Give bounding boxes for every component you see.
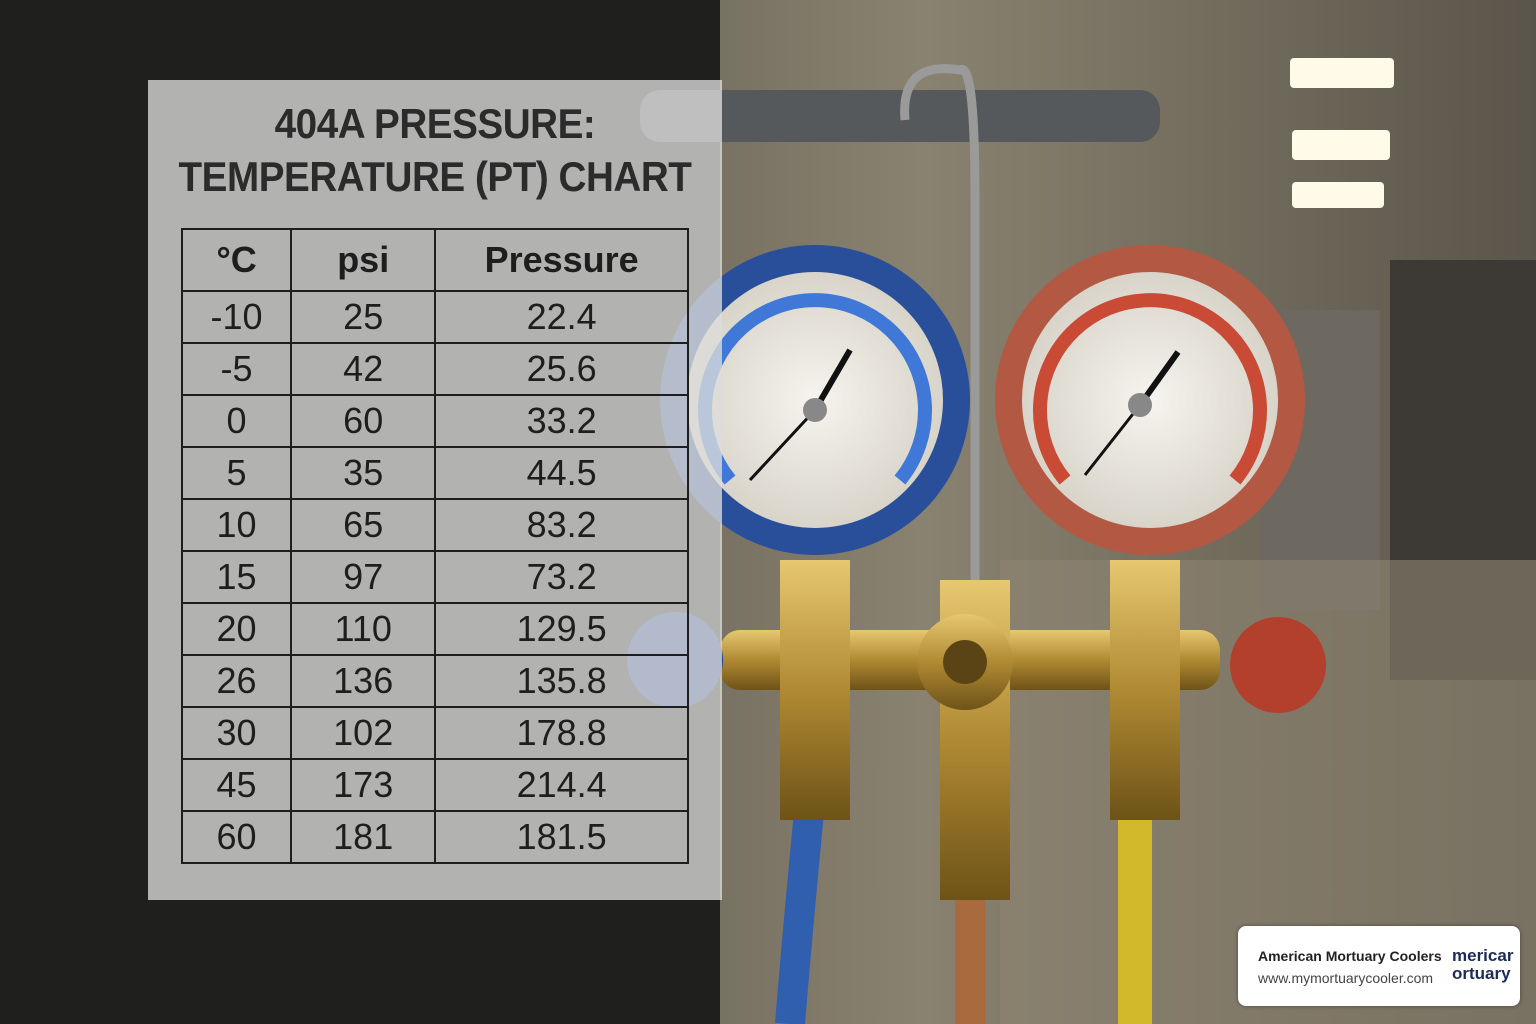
table-row: 30 102 178.8 — [180, 706, 689, 760]
table-row: 60 181 181.5 — [180, 810, 689, 864]
table-cell: 45 — [180, 758, 293, 812]
table-cell: 0 — [180, 394, 293, 448]
table-cell: 97 — [290, 550, 437, 604]
brand-logo: ortuary — [1452, 964, 1511, 983]
table-cell: 20 — [180, 602, 293, 656]
title-line: TEMPERATURE (PT) CHART — [178, 153, 692, 200]
table-cell: 65 — [290, 498, 437, 552]
table-row: 15 97 73.2 — [180, 550, 689, 604]
table-cell: 129.5 — [434, 602, 689, 656]
table-cell: 60 — [180, 810, 293, 864]
table-row: 20 110 129.5 — [180, 602, 689, 656]
table-row: 10 65 83.2 — [180, 498, 689, 552]
table-row: 45 173 214.4 — [180, 758, 689, 812]
table-cell: 44.5 — [434, 446, 689, 500]
table-cell: 110 — [290, 602, 437, 656]
table-cell: -5 — [180, 342, 293, 396]
table-cell: -10 — [180, 290, 293, 344]
table-cell: 26 — [180, 654, 293, 708]
table-cell: 178.8 — [434, 706, 689, 760]
table-row: -5 42 25.6 — [180, 342, 689, 396]
table-cell: 173 — [290, 758, 437, 812]
table-cell: 214.4 — [434, 758, 689, 812]
table-cell: 35 — [290, 446, 437, 500]
table-cell: 181.5 — [434, 810, 689, 864]
brand-badge: American Mortuary Coolers www.mymortuary… — [1238, 926, 1520, 1006]
table-cell: 30 — [180, 706, 293, 760]
brand-logo: mericar — [1452, 946, 1514, 965]
header-cell: Pressure — [434, 228, 689, 292]
table-row: 26 136 135.8 — [180, 654, 689, 708]
table-cell: 15 — [180, 550, 293, 604]
table-row: -10 25 22.4 — [180, 290, 689, 344]
brand-url: www.mymortuarycooler.com — [1258, 970, 1434, 986]
table-cell: 136 — [290, 654, 437, 708]
table-cell: 25 — [290, 290, 437, 344]
pt-table: °C psi Pressure -10 25 22.4 -5 42 25.6 0 60 33.2 5 35… — [180, 228, 689, 864]
table-cell: 42 — [290, 342, 437, 396]
table-cell: 83.2 — [434, 498, 689, 552]
table-cell: 33.2 — [434, 394, 689, 448]
table-cell: 73.2 — [434, 550, 689, 604]
table-row: 0 60 33.2 — [180, 394, 689, 448]
header-cell: psi — [290, 228, 437, 292]
title-line: 404A PRESSURE: — [274, 100, 596, 147]
table-row: 5 35 44.5 — [180, 446, 689, 500]
chart-panel: 404A PRESSURE: TEMPERATURE (PT) CHART °C… — [148, 80, 722, 900]
header-row: °C psi Pressure — [180, 228, 689, 292]
brand-name: American Mortuary Coolers — [1258, 948, 1442, 964]
table-cell: 25.6 — [434, 342, 689, 396]
table-cell: 22.4 — [434, 290, 689, 344]
table-cell: 181 — [290, 810, 437, 864]
table-cell: 5 — [180, 446, 293, 500]
table-cell: 10 — [180, 498, 293, 552]
table-cell: 135.8 — [434, 654, 689, 708]
header-cell: °C — [180, 228, 293, 292]
table-cell: 60 — [290, 394, 437, 448]
table-cell: 102 — [290, 706, 437, 760]
